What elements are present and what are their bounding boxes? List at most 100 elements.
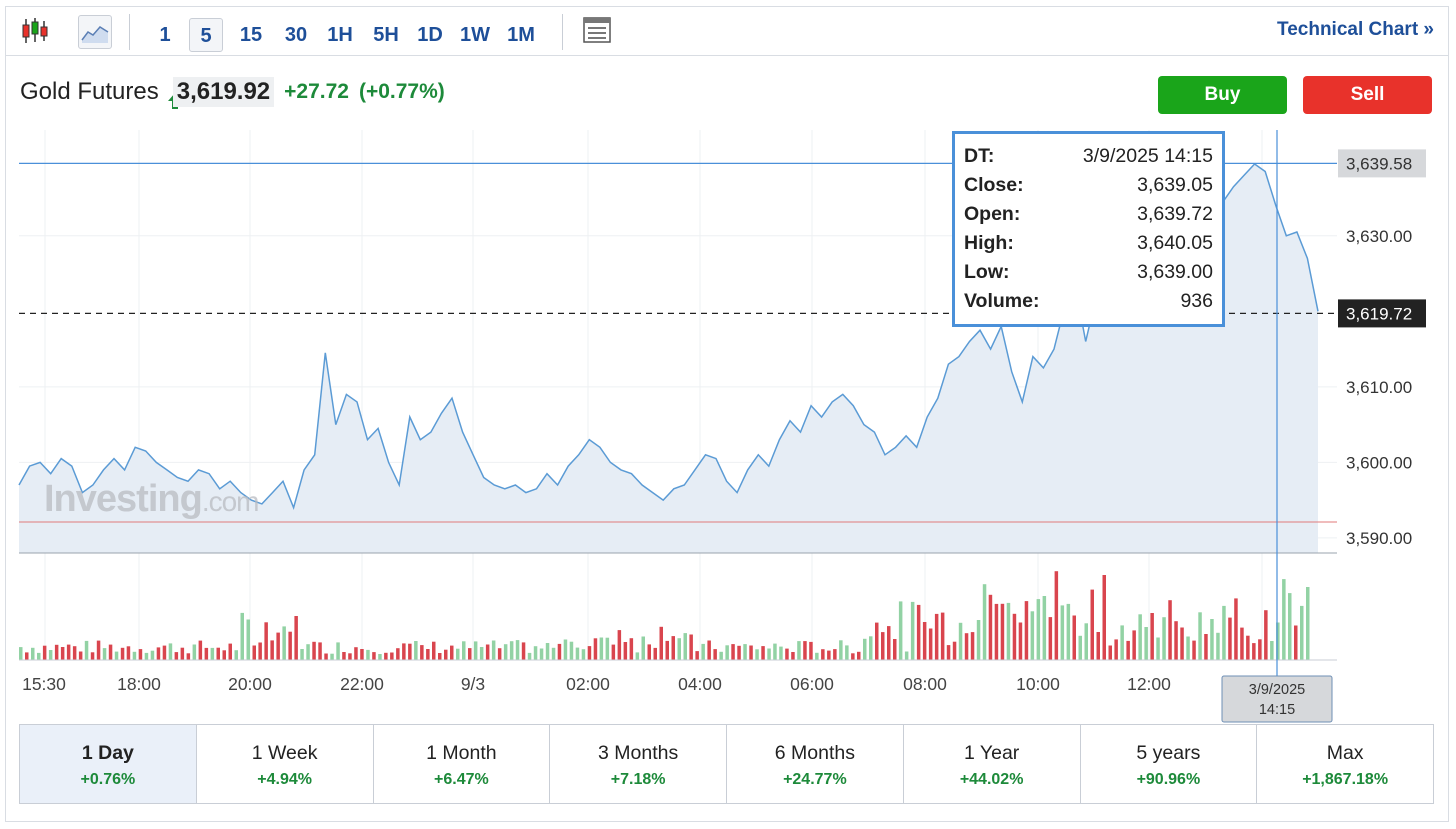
x-tick-label: 04:00 [678,674,722,694]
volume-bar [767,648,771,660]
y-tick-label: 3,590.00 [1346,529,1412,548]
volume-bar [761,646,765,660]
range-tab-1-month[interactable]: 1 Month +6.47% [372,724,551,804]
table-view-icon[interactable] [582,15,616,49]
chart-widget-frame [5,6,1449,822]
x-tick-label: 22:00 [340,674,384,694]
volume-bar [378,654,382,660]
volume-bar [1060,605,1065,660]
volume-bar [946,645,951,660]
volume-bar [1294,625,1298,660]
volume-bar [689,634,693,660]
y-tick-label: 3,630.00 [1346,227,1412,246]
volume-bar [1000,603,1005,660]
volume-bar [791,652,795,660]
volume-bar [138,649,143,660]
sell-button[interactable]: Sell [1303,76,1432,114]
volume-bar [1126,640,1130,660]
volume-bar [84,640,89,660]
candlestick-icon[interactable] [20,16,54,50]
volume-bar [779,646,783,660]
range-tab-max[interactable]: Max +1,867.18% [1256,724,1434,804]
volume-bar [1090,589,1094,660]
area-chart-icon[interactable] [78,15,112,49]
volume-bar [653,647,657,660]
volume-bar [671,636,675,660]
volume-bar [37,652,41,660]
volume-bar [396,648,400,660]
range-tab-1-week[interactable]: 1 Week +4.94% [195,724,374,804]
volume-bar [587,646,592,660]
timeframe-1w[interactable]: 1W [460,24,490,46]
volume-bar [42,645,47,660]
volume-bar [988,594,993,660]
range-tab-6-months[interactable]: 6 Months +24.77% [726,724,904,804]
price-area [19,164,1318,553]
range-tab-1-year[interactable]: 1 Year +44.02% [902,724,1081,804]
volume-bar [300,649,304,660]
crosshair-date-label: 3/9/2025 [1249,682,1305,698]
volume-bar [222,650,226,660]
volume-bar [575,647,580,660]
volume-bar [851,653,855,660]
volume-bar [1036,599,1041,660]
crosshair-time-label: 14:15 [1259,702,1295,718]
timeframe-1d[interactable]: 1D [417,24,443,46]
timeframe-5h[interactable]: 5H [373,24,399,46]
range-tab-3-months[interactable]: 3 Months +7.18% [549,724,727,804]
range-tab-1-day[interactable]: 1 Day +0.76% [19,724,197,804]
volume-bar [450,645,454,660]
volume-bar [1216,632,1220,660]
volume-bar [635,652,640,660]
volume-bar [1258,639,1262,660]
tooltip-value: 3/9/2025 14:15 [1082,145,1213,167]
volume-bar [336,642,340,660]
volume-bar [54,644,59,660]
volume-bar [96,640,101,660]
volume-bar [593,638,598,660]
timeframe-15[interactable]: 15 [239,24,263,46]
volume-bar [210,647,215,660]
volume-bar [683,633,687,660]
range-label: 1 Month [426,742,497,764]
volume-bar [264,622,268,660]
volume-bar [31,647,35,660]
volume-bar [186,653,191,660]
volume-bar [827,650,831,660]
volume-bar [1204,634,1208,660]
timeframe-1[interactable]: 1 [159,24,171,46]
y-tick-label: 3,610.00 [1346,378,1412,397]
technical-chart-link[interactable]: Technical Chart » [1277,19,1434,40]
volume-bar [749,645,753,660]
volume-bar [839,640,843,660]
volume-bar [318,642,322,660]
range-change: +7.18% [610,771,666,788]
timeframe-30[interactable]: 30 [284,24,308,46]
volume-bar [102,648,107,660]
volume-bar [1210,619,1214,660]
volume-bar [414,641,418,660]
volume-bar [964,633,969,660]
volume-bar [898,601,903,660]
timeframe-1m[interactable]: 1M [507,24,535,46]
crosshair-price-box [1338,149,1426,178]
range-change: +44.02% [959,771,1024,788]
timeframe-5[interactable]: 5 [189,18,223,52]
volume-bar [408,643,412,660]
x-tick-label: 20:00 [228,674,272,694]
volume-bar [773,643,777,660]
volume-bar [1012,613,1017,660]
range-label: 6 Months [774,742,855,764]
volume-bar [1174,621,1178,660]
timeframe-1h[interactable]: 1H [327,24,353,46]
tooltip-value: 3,639.72 [1137,203,1213,225]
volume-bar [192,644,197,660]
volume-bar [462,641,466,660]
range-tab-5-years[interactable]: 5 years +90.96% [1079,724,1258,804]
buy-button[interactable]: Buy [1158,76,1287,114]
volume-bar [204,647,209,660]
volume-bar [48,650,53,660]
volume-bar [719,651,723,660]
volume-bar [258,642,262,660]
